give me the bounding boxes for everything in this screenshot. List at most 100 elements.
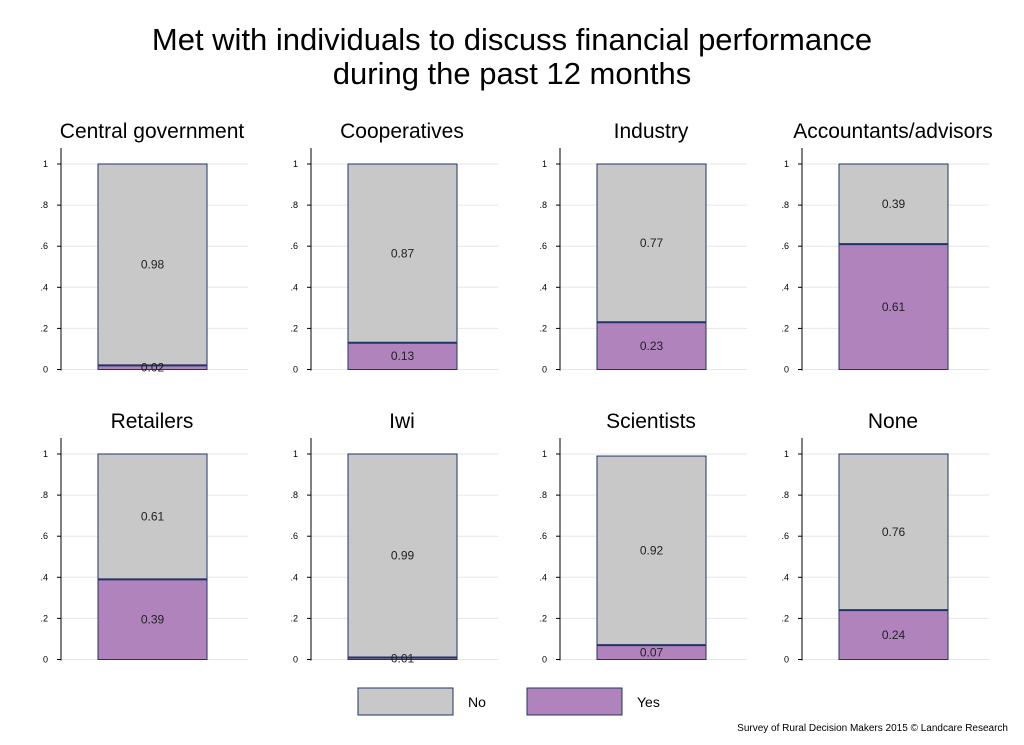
y-tick-label: .6	[290, 531, 298, 541]
panel-title: None	[868, 410, 918, 433]
panel-title: Accountants/advisors	[793, 120, 993, 143]
legend: No Yes	[357, 687, 660, 716]
y-tick-label: 1	[43, 449, 48, 459]
y-tick-label: 0	[293, 365, 298, 375]
y-tick-label: .8	[781, 490, 789, 500]
chart-title-line-2: during the past 12 months	[333, 56, 691, 91]
panel-6: Iwi 0 .2 .4 .6 .8 1 0.99 0.01	[290, 410, 498, 665]
y-tick-label: .6	[781, 531, 789, 541]
bar-yes	[596, 321, 707, 370]
bar-no	[838, 163, 949, 245]
data-label-no: 0.92	[640, 544, 664, 558]
y-tick-label: 1	[293, 159, 298, 169]
legend-label-yes: Yes	[637, 694, 660, 710]
data-label-yes: 0.02	[141, 360, 165, 374]
y-tick-label: .2	[539, 323, 547, 333]
y-tick-label: .4	[40, 282, 48, 292]
legend-label-no: No	[468, 694, 486, 710]
bar-no	[838, 453, 949, 611]
bar-no	[347, 163, 458, 344]
panel-title: Retailers	[111, 410, 194, 433]
bar-yes	[838, 243, 949, 371]
y-tick-label: 0	[293, 655, 298, 665]
bar-no	[596, 163, 707, 323]
data-label-no: 0.61	[141, 510, 165, 524]
y-tick-label: 0	[43, 655, 48, 665]
data-label-no: 0.77	[640, 236, 664, 250]
y-tick-label: 1	[293, 449, 298, 459]
data-label-no: 0.39	[882, 197, 906, 211]
y-tick-label: .4	[539, 282, 547, 292]
data-label-no: 0.99	[391, 549, 415, 563]
data-label-no: 0.87	[391, 246, 415, 260]
y-tick-label: 0	[784, 365, 789, 375]
panel-8: None 0 .2 .4 .6 .8 1 0.76 0.24	[781, 410, 989, 665]
panels-group: Central government 0 .2 .4 .6 .8 1 0.98 0.02 Coop…	[40, 120, 992, 665]
panel-5: Retailers 0 .2 .4 .6 .8 1 0.61 0.39	[40, 410, 248, 665]
bar-yes	[347, 342, 458, 371]
footer-credit: Survey of Rural Decision Makers 2015 © L…	[737, 723, 1008, 734]
y-tick-label: .2	[781, 323, 789, 333]
y-tick-label: .8	[781, 200, 789, 210]
panel-4: Accountants/advisors 0 .2 .4 .6 .8 1 0.39 0.61	[781, 120, 992, 375]
y-tick-label: .8	[290, 200, 298, 210]
data-label-yes: 0.23	[640, 339, 664, 353]
y-tick-label: .4	[781, 282, 789, 292]
bar-no	[97, 163, 208, 366]
y-tick-label: .6	[40, 531, 48, 541]
bar-yes	[97, 578, 208, 660]
legend-swatch-no	[357, 687, 454, 716]
data-label-yes: 0.24	[882, 628, 906, 642]
data-label-no: 0.98	[141, 258, 165, 272]
y-tick-label: .8	[290, 490, 298, 500]
data-label-yes: 0.39	[141, 612, 165, 626]
y-tick-label: .4	[40, 572, 48, 582]
y-tick-label: .6	[290, 241, 298, 251]
panel-title: Central government	[60, 120, 245, 143]
data-label-yes: 0.01	[391, 651, 415, 665]
panel-title: Iwi	[389, 410, 415, 433]
panel-title: Industry	[614, 120, 689, 143]
y-tick-label: 0	[542, 365, 547, 375]
y-tick-label: 1	[542, 449, 547, 459]
y-tick-label: .8	[539, 490, 547, 500]
bar-yes	[838, 609, 949, 660]
y-tick-label: .4	[539, 572, 547, 582]
y-tick-label: 1	[542, 159, 547, 169]
data-label-yes: 0.13	[391, 349, 415, 363]
y-tick-label: .2	[290, 613, 298, 623]
data-label-yes: 0.07	[640, 645, 664, 659]
y-tick-label: 1	[784, 449, 789, 459]
y-tick-label: 1	[43, 159, 48, 169]
panel-title: Scientists	[606, 410, 696, 433]
y-tick-label: .2	[781, 613, 789, 623]
bar-no	[347, 453, 458, 658]
y-tick-label: .4	[781, 572, 789, 582]
chart-title-line-1: Met with individuals to discuss financia…	[152, 22, 872, 57]
y-tick-label: 0	[784, 655, 789, 665]
y-tick-label: .6	[40, 241, 48, 251]
data-label-yes: 0.61	[882, 300, 906, 314]
y-tick-label: .8	[40, 200, 48, 210]
legend-swatch-yes	[526, 687, 623, 716]
bar-no	[596, 455, 707, 646]
y-tick-label: 0	[43, 365, 48, 375]
y-tick-label: .6	[781, 241, 789, 251]
y-tick-label: .6	[539, 241, 547, 251]
y-tick-label: .4	[290, 572, 298, 582]
y-tick-label: 0	[542, 655, 547, 665]
y-tick-label: .8	[40, 490, 48, 500]
panel-2: Cooperatives 0 .2 .4 .6 .8 1 0.87 0.13	[290, 120, 498, 375]
y-tick-label: .2	[539, 613, 547, 623]
data-label-no: 0.76	[882, 525, 906, 539]
y-tick-label: .2	[40, 323, 48, 333]
y-tick-label: .4	[290, 282, 298, 292]
panel-title: Cooperatives	[340, 120, 464, 143]
panel-3: Industry 0 .2 .4 .6 .8 1 0.77 0.23	[539, 120, 747, 375]
y-tick-label: .6	[539, 531, 547, 541]
y-tick-label: .8	[539, 200, 547, 210]
panel-1: Central government 0 .2 .4 .6 .8 1 0.98 0.02	[40, 120, 248, 375]
y-tick-label: .2	[40, 613, 48, 623]
y-tick-label: 1	[784, 159, 789, 169]
